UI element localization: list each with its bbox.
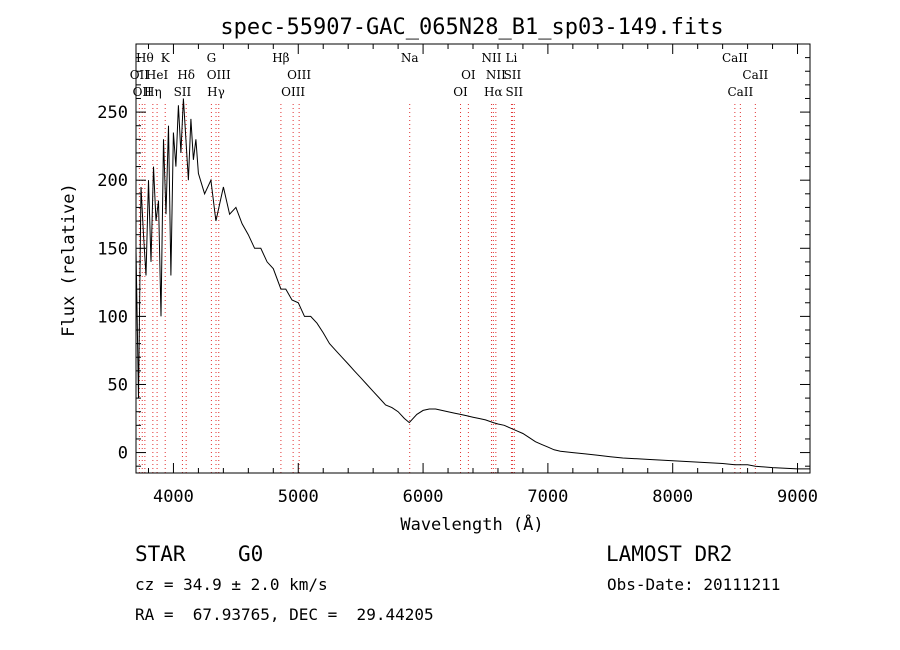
line-marker-label: Hγ: [207, 85, 225, 99]
line-marker-label: Hδ: [177, 68, 195, 82]
plot-frame: [135, 43, 811, 474]
line-marker-label: OI: [461, 68, 476, 82]
x-tick-label: 9000: [777, 487, 818, 507]
x-tick-label: 4000: [153, 487, 194, 507]
x-axis-ticks: 4000 5000 6000 7000 8000 9000: [147, 44, 818, 507]
object-class: STAR: [135, 542, 186, 566]
line-marker-label: Hθ: [136, 51, 154, 65]
y-axis-ticks: 0 50 100 150 200 250: [97, 57, 810, 467]
line-marker-label: CaII: [742, 68, 768, 82]
line-markers: OII OII Hθ Hη HeI K SII Hδ G Hγ OIII Hβ OIII OIII Na OI…: [130, 51, 768, 473]
spectrum-series: [135, 98, 810, 470]
y-tick-label: 100: [97, 307, 128, 327]
line-marker-label: CaII: [722, 51, 748, 65]
line-marker-label: CaII: [727, 85, 753, 99]
x-tick-label: 8000: [652, 487, 693, 507]
line-marker-label: OIII: [207, 68, 231, 82]
y-tick-label: 0: [118, 444, 128, 464]
coordinates-text: RA = 67.93765, DEC = 29.44205: [135, 605, 434, 624]
line-marker-label: Hη: [144, 85, 162, 99]
x-tick-label: 7000: [527, 487, 568, 507]
line-marker-label: NII: [481, 51, 501, 65]
y-tick-label: 250: [97, 103, 128, 123]
redshift-text: cz = 34.9 ± 2.0 km/s: [135, 575, 328, 594]
line-marker-label: OII: [130, 68, 150, 82]
line-marker-label: NII: [486, 68, 506, 82]
line-marker-label: G: [207, 51, 217, 65]
line-marker-label: K: [161, 51, 171, 65]
line-marker-label: HeI: [146, 68, 169, 82]
obs-date-text: Obs-Date: 20111211: [607, 575, 781, 594]
line-marker-label: OIII: [281, 85, 305, 99]
line-marker-label: SII: [505, 85, 523, 99]
line-marker-label: OIII: [287, 68, 311, 82]
object-subclass: G0: [238, 542, 264, 566]
y-axis-label: Flux (relative): [59, 183, 79, 337]
x-tick-label: 5000: [278, 487, 319, 507]
line-marker-label: OII: [133, 85, 153, 99]
line-marker-label: Hβ: [272, 51, 289, 65]
spectrum-line: [135, 98, 810, 470]
x-axis-label: Wavelength (Å): [400, 513, 543, 535]
survey-label: LAMOST DR2: [606, 542, 733, 566]
line-marker-label: SII: [174, 85, 192, 99]
line-marker-label: Hα: [484, 85, 503, 99]
chart-title: spec-55907-GAC_065N28_B1_sp03-149.fits: [220, 15, 723, 40]
line-marker-label: Na: [401, 51, 419, 65]
line-marker-label: OI: [453, 85, 468, 99]
line-marker-label: SII: [504, 68, 522, 82]
x-tick-label: 6000: [403, 487, 444, 507]
y-tick-label: 200: [97, 171, 128, 191]
y-tick-label: 150: [97, 239, 128, 259]
line-marker-label: Li: [506, 51, 518, 65]
y-tick-label: 50: [108, 375, 128, 395]
